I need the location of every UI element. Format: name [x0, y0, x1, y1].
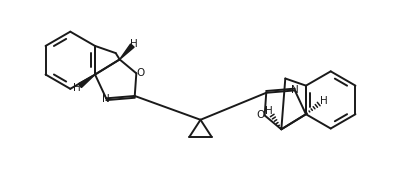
Text: N: N [292, 85, 299, 95]
Text: H: H [130, 39, 138, 49]
Text: H: H [73, 83, 81, 93]
Text: N: N [102, 94, 109, 104]
Text: O: O [136, 68, 144, 78]
Text: H: H [265, 106, 273, 116]
Polygon shape [79, 74, 95, 88]
Text: O: O [257, 110, 265, 120]
Text: H: H [320, 96, 327, 106]
Polygon shape [119, 44, 134, 60]
